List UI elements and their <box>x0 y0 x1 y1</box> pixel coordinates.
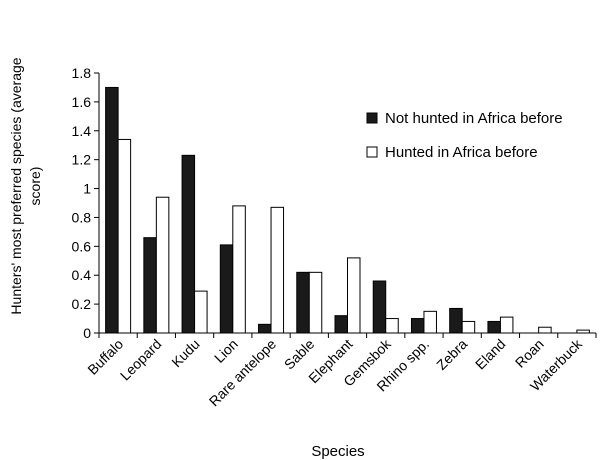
bar-hunted <box>232 205 246 334</box>
y-tick-label: 0.2 <box>72 296 92 312</box>
bar-hunted <box>423 310 437 334</box>
bar-not-hunted <box>105 86 119 334</box>
bar-hunted <box>117 138 132 334</box>
bar-not-hunted <box>143 237 157 334</box>
bar-hunted <box>347 257 361 334</box>
bar-not-hunted <box>334 315 348 334</box>
bar-hunted <box>194 290 208 334</box>
x-tick-label: Eland <box>472 336 509 373</box>
y-tick-label: 0.4 <box>72 267 92 283</box>
x-tick-label: Zebra <box>433 336 470 373</box>
bar-not-hunted <box>372 280 387 334</box>
legend-label: Not hunted in Africa before <box>385 110 563 127</box>
legend-swatch-hunted <box>366 146 378 158</box>
bar-hunted <box>308 271 323 334</box>
bar-not-hunted <box>410 318 425 334</box>
bars <box>105 86 590 334</box>
bar-not-hunted <box>449 307 463 334</box>
bar-hunted <box>499 316 514 334</box>
bar-hunted <box>461 320 476 334</box>
y-tick-label: 1.4 <box>72 123 92 139</box>
y-axis-label: Hunters' most preferred species (average… <box>8 57 43 314</box>
y-axis-label-line: Hunters' most preferred species (average <box>8 57 24 314</box>
y-tick-label: 0 <box>83 325 91 341</box>
x-tick-label: Roan <box>512 336 547 371</box>
legend-label: Hunted in Africa before <box>385 144 538 161</box>
y-axis-label-line: score) <box>27 167 43 206</box>
y-tick-label: 0.6 <box>72 238 92 254</box>
bar-not-hunted <box>181 154 196 334</box>
bar-not-hunted <box>219 244 234 334</box>
y-tick-label: 1 <box>83 181 91 197</box>
y-tick-label: 1.8 <box>72 65 92 81</box>
bar-hunted <box>385 318 399 334</box>
y-tick-label: 1.6 <box>72 94 92 110</box>
x-tick-label: Kudu <box>168 336 202 370</box>
bar-hunted <box>270 206 285 334</box>
bar-hunted <box>155 196 170 334</box>
legend: Not hunted in Africa before Hunted in Afr… <box>366 110 563 161</box>
y-axis-ticks: 0 0.2 0.4 0.6 0.8 1 1.2 1.4 1.6 1.8 <box>72 65 99 341</box>
x-axis-label: Species <box>311 443 364 460</box>
bar-not-hunted <box>296 271 310 334</box>
legend-swatch-not-hunted <box>366 112 378 124</box>
bar-hunted <box>538 326 552 334</box>
y-tick-label: 1.2 <box>72 152 92 168</box>
bar-not-hunted <box>258 323 272 334</box>
x-tick-label: Lion <box>211 336 241 366</box>
y-tick-label: 0.8 <box>72 209 92 225</box>
bar-not-hunted <box>487 320 501 334</box>
x-tick-label: Rare antelope <box>206 336 280 410</box>
x-tick-label: Leopard <box>117 336 165 384</box>
